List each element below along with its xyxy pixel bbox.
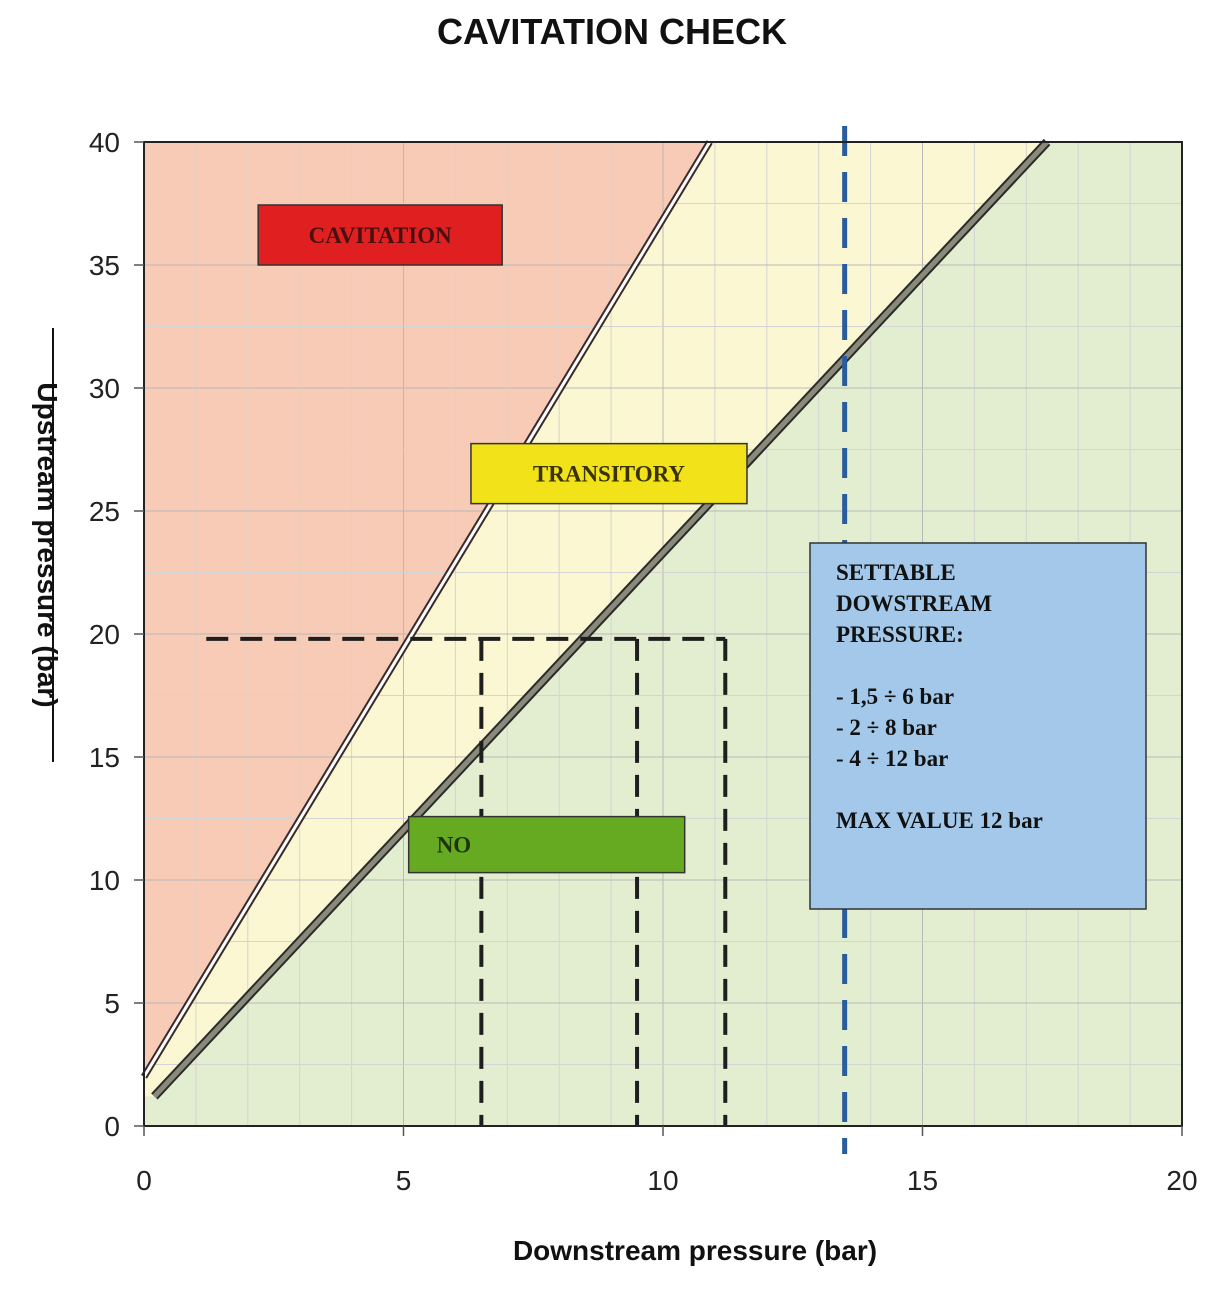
region-label-text: CAVITATION bbox=[309, 223, 453, 248]
region-label-cavitation: CAVITATION bbox=[257, 204, 503, 266]
grid bbox=[144, 142, 1182, 1126]
note-line: PRESSURE: bbox=[836, 622, 964, 647]
y-tick-label: 10 bbox=[89, 865, 120, 896]
y-tick-label: 30 bbox=[89, 373, 120, 404]
x-tick-label: 20 bbox=[1166, 1165, 1197, 1196]
note-line: - 4 ÷ 12 bar bbox=[836, 746, 948, 771]
y-tick-label: 5 bbox=[104, 988, 120, 1019]
y-tick-label: 40 bbox=[89, 127, 120, 158]
region-label-text: NO bbox=[437, 833, 472, 858]
note-line: - 1,5 ÷ 6 bar bbox=[836, 684, 954, 709]
y-tick-label: 20 bbox=[89, 619, 120, 650]
x-axis-label: Downstream pressure (bar) bbox=[513, 1235, 877, 1266]
x-tick-label: 5 bbox=[396, 1165, 412, 1196]
note-line: - 2 ÷ 8 bar bbox=[836, 715, 937, 740]
plot-area: CAVITATION TRANSITORY NO SETTABLE DOWSTREAM P… bbox=[89, 126, 1198, 1196]
region-label-box bbox=[407, 815, 686, 874]
note-box bbox=[809, 542, 1147, 910]
region-label-box bbox=[257, 204, 503, 266]
region-label-text: TRANSITORY bbox=[533, 462, 686, 487]
x-tick-label: 10 bbox=[647, 1165, 678, 1196]
x-tick-label: 15 bbox=[907, 1165, 938, 1196]
settable-pressure-note: SETTABLE DOWSTREAM PRESSURE: - 1,5 ÷ 6 bar -… bbox=[809, 542, 1147, 910]
y-tick-label: 15 bbox=[89, 742, 120, 773]
region-label-transitory: TRANSITORY bbox=[470, 442, 748, 505]
y-axis-label: Upstream pressure (bar) bbox=[32, 382, 63, 707]
region-label-box bbox=[470, 442, 748, 505]
chart-title: CAVITATION CHECK bbox=[437, 11, 787, 52]
note-line: SETTABLE bbox=[836, 560, 956, 585]
y-tick-label: 35 bbox=[89, 250, 120, 281]
y-tick-label: 0 bbox=[104, 1111, 120, 1142]
y-tick-label: 25 bbox=[89, 496, 120, 527]
boundary-transitory-inner bbox=[152, 140, 1049, 1099]
note-line: MAX VALUE 12 bar bbox=[836, 808, 1043, 833]
x-tick-label: 0 bbox=[136, 1165, 152, 1196]
note-line: DOWSTREAM bbox=[836, 591, 992, 616]
region-label-no: NO bbox=[407, 815, 686, 874]
boundary-cavitation-inner bbox=[142, 141, 711, 1078]
